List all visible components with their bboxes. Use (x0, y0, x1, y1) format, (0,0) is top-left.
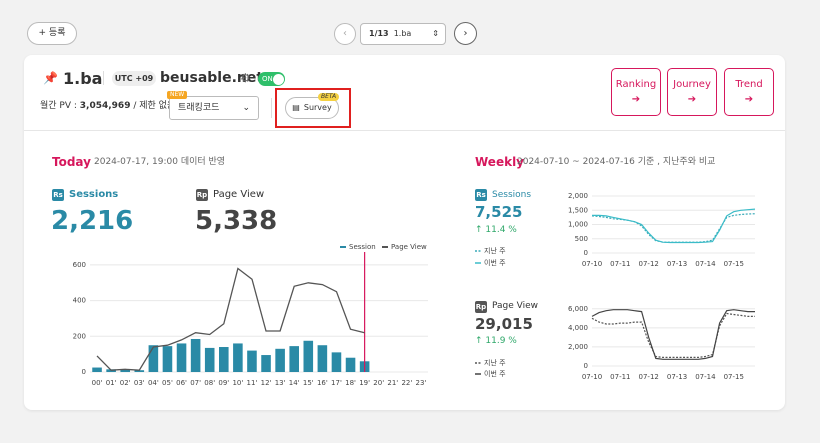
sessions-value: 2,216 (51, 206, 134, 236)
add-label: 등록 (48, 28, 66, 38)
sessions-icon: Rs (52, 189, 64, 201)
new-badge: NEW (167, 91, 188, 99)
pageview-value: 29,015 (475, 315, 533, 333)
button-label: Trend (735, 78, 763, 90)
today-date: 2024-07-17, 19:00 데이터 반영 (94, 157, 226, 167)
button-label: Journey (673, 78, 711, 90)
pv-info: 월간 PV : 3,054,969 / 제한 없음 (40, 102, 175, 111)
pin-icon: 📌 (43, 71, 58, 85)
timezone: UTC +09 (112, 71, 156, 86)
sessions-label: Sessions (69, 189, 119, 200)
pageview-icon: Rp (196, 189, 208, 201)
highlight-box (275, 88, 351, 128)
pv-label: 월간 PV : (40, 101, 77, 111)
sessions-label: Sessions (492, 190, 532, 200)
page-name: 1.ba (393, 29, 412, 38)
pageview-icon: Rp (475, 301, 487, 313)
sessions-value: 7,525 (475, 203, 523, 221)
settings-icon[interactable]: ⚙ (240, 71, 251, 85)
next-button[interactable]: › (454, 22, 477, 45)
button-label: Ranking (615, 78, 657, 90)
toggle[interactable]: ON (258, 72, 285, 86)
weekly-date: 2024-07-10 ~ 2024-07-16 기준 , 지난주와 비교 (517, 157, 716, 167)
sessions-icon: Rs (475, 189, 487, 201)
pv-value: 3,054,969 (79, 101, 131, 111)
tracking-select[interactable]: 트래킹코드 ⌄ (169, 96, 259, 120)
add-button[interactable]: + 등록 (27, 22, 77, 45)
weekly-title: Weekly (475, 155, 525, 169)
pageview-value: 5,338 (195, 206, 278, 236)
prev-button[interactable]: ‹ (334, 23, 356, 45)
tracking-label: 트래킹코드 (178, 102, 220, 113)
ranking-button[interactable]: Ranking ➔ (611, 68, 661, 116)
survey-label: Survey (303, 103, 332, 112)
survey-button[interactable]: ▤ Survey (285, 97, 339, 119)
page-indicator: 1/13 (369, 29, 389, 38)
separator (271, 98, 272, 118)
pageview-label: Page View (492, 301, 539, 311)
beta-badge: BETA (318, 93, 340, 101)
journey-button[interactable]: Journey ➔ (667, 68, 717, 116)
divider (24, 130, 785, 131)
change-value: 11.9 % (485, 336, 517, 346)
trend-button[interactable]: Trend ➔ (724, 68, 774, 116)
separator (103, 71, 104, 85)
sessions-change: ↑ 11.4 % (475, 225, 517, 235)
toggle-label: ON (262, 74, 273, 83)
site-name: 1.ba (63, 69, 103, 88)
domain: beusable.net (160, 70, 264, 86)
pageview-change: ↑ 11.9 % (475, 336, 517, 346)
pv-limit: / 제한 없음 (133, 101, 176, 111)
change-value: 11.4 % (485, 225, 517, 235)
today-title: Today (52, 155, 91, 169)
page-select[interactable]: 1/13 1.ba ⇕ (360, 23, 446, 45)
pageview-label: Page View (213, 189, 265, 200)
